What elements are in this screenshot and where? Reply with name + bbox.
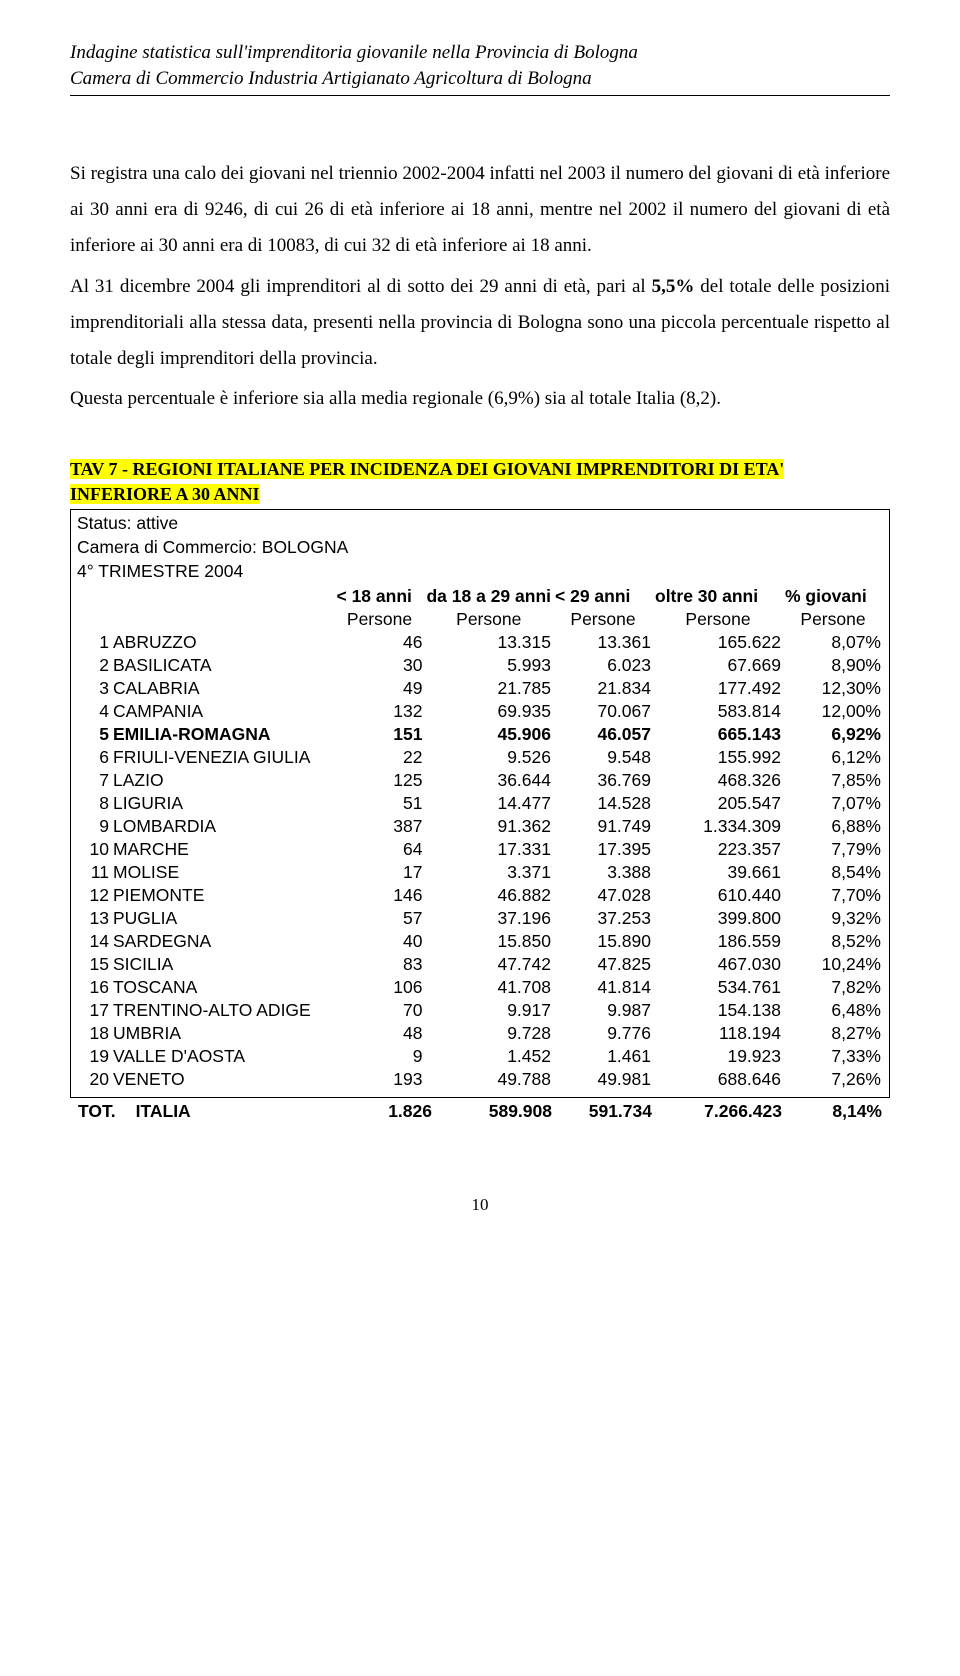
- header-line2: Camera di Commercio Industria Artigianat…: [70, 68, 592, 89]
- header-line1: Indagine statistica sull'imprenditoria g…: [70, 42, 638, 63]
- table-row: 13PUGLIA5737.19637.253399.8009,32%: [77, 907, 883, 930]
- table-row: 1ABRUZZO4613.31513.361165.6228,07%: [77, 631, 883, 654]
- table-row: 10MARCHE6417.33117.395223.3577,79%: [77, 838, 883, 861]
- header-row-2: Persone Persone Persone Persone Persone: [77, 608, 883, 631]
- table-row: 18UMBRIA489.7289.776118.1948,27%: [77, 1022, 883, 1045]
- table-row: 9LOMBARDIA38791.36291.7491.334.3096,88%: [77, 815, 883, 838]
- table-row: 16TOSCANA10641.70841.814534.7617,82%: [77, 976, 883, 999]
- table-row: 5EMILIA-ROMAGNA15145.90646.057665.1436,9…: [77, 723, 883, 746]
- table-row: 19VALLE D'AOSTA91.4521.46119.9237,33%: [77, 1045, 883, 1068]
- paragraph-1: Si registra una calo dei giovani nel tri…: [70, 156, 890, 264]
- camera-line: Camera di Commercio: BOLOGNA: [77, 536, 883, 560]
- table-row: 17TRENTINO-ALTO ADIGE709.9179.987154.138…: [77, 999, 883, 1022]
- table-row: 14SARDEGNA4015.85015.890186.5598,52%: [77, 930, 883, 953]
- table-row: 12PIEMONTE14646.88247.028610.4407,70%: [77, 884, 883, 907]
- table-box: Status: attive Camera di Commercio: BOLO…: [70, 509, 890, 1098]
- table-row: 20VENETO19349.78849.981688.6467,26%: [77, 1068, 883, 1091]
- tav-title-wrap: TAV 7 - REGIONI ITALIANE PER INCIDENZA D…: [70, 457, 890, 507]
- paragraph-3: Questa percentuale è inferiore sia alla …: [70, 381, 890, 417]
- table-row: 6FRIULI-VENEZIA GIULIA229.5269.548155.99…: [77, 746, 883, 769]
- tav-title: TAV 7 - REGIONI ITALIANE PER INCIDENZA D…: [70, 459, 784, 504]
- page-number: 10: [70, 1195, 890, 1215]
- total-row-outside: TOT. ITALIA 1.826 589.908 591.734 7.266.…: [70, 1098, 890, 1125]
- header-row-1: < 18 anni da 18 a 29 anni < 29 anni oltr…: [77, 585, 883, 608]
- table-row: 15SICILIA8347.74247.825467.03010,24%: [77, 953, 883, 976]
- table-row: 2BASILICATA305.9936.02367.6698,90%: [77, 654, 883, 677]
- table-row: 3CALABRIA4921.78521.834177.49212,30%: [77, 677, 883, 700]
- body-text: Si registra una calo dei giovani nel tri…: [70, 156, 890, 417]
- table-row: 4CAMPANIA13269.93570.067583.81412,00%: [77, 700, 883, 723]
- paragraph-2: Al 31 dicembre 2004 gli imprenditori al …: [70, 269, 890, 377]
- period-line: 4° TRIMESTRE 2004: [77, 560, 883, 584]
- table-row: 8LIGURIA5114.47714.528205.5477,07%: [77, 792, 883, 815]
- table-row: 7LAZIO12536.64436.769468.3267,85%: [77, 769, 883, 792]
- status-line: Status: attive: [77, 512, 883, 536]
- table-row: 11MOLISE173.3713.38839.6618,54%: [77, 861, 883, 884]
- doc-header: Indagine statistica sull'imprenditoria g…: [70, 40, 890, 96]
- data-table: < 18 anni da 18 a 29 anni < 29 anni oltr…: [77, 585, 883, 1091]
